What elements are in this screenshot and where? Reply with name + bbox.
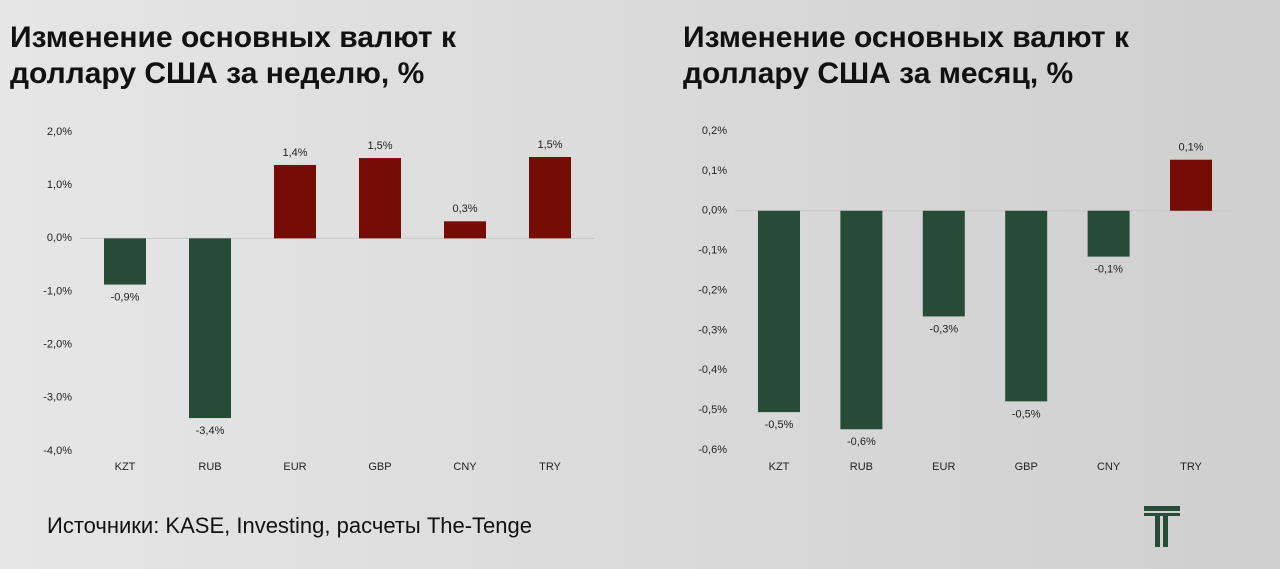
x-tick-label: TRY [1180, 461, 1202, 473]
x-tick-label: EUR [932, 461, 955, 473]
x-tick-label: CNY [453, 461, 477, 473]
data-label: -3,4% [196, 425, 225, 437]
bar [444, 221, 486, 239]
y-tick-label: -3,0% [43, 392, 72, 404]
x-tick-label: KZT [115, 461, 136, 473]
data-label: -0,6% [847, 436, 876, 448]
data-label: -0,3% [929, 323, 958, 335]
data-label: -0,9% [111, 291, 140, 303]
data-label: -0,5% [765, 419, 794, 431]
bar [922, 210, 965, 317]
y-tick-label: 0,1% [702, 165, 727, 177]
x-tick-label: RUB [850, 461, 873, 473]
y-tick-label: -0,5% [698, 404, 727, 416]
x-tick-label: GBP [1015, 461, 1038, 473]
y-tick-label: 0,0% [702, 205, 727, 217]
y-tick-label: -0,4% [698, 364, 727, 376]
x-tick-label: CNY [1097, 461, 1121, 473]
bar [529, 156, 571, 239]
x-tick-label: TRY [539, 461, 561, 473]
x-tick-label: EUR [283, 461, 306, 473]
y-tick-label: 0,2% [702, 125, 727, 137]
chart-title: Изменение основных валют к доллару США з… [10, 21, 456, 90]
source-note: Источники: KASE, Investing, расчеты The-… [47, 513, 532, 538]
y-tick-label: 2,0% [47, 126, 72, 138]
x-tick-label: GBP [368, 461, 391, 473]
bar [1087, 210, 1130, 257]
bar [104, 238, 146, 285]
bar [758, 210, 800, 413]
data-label: 1,5% [537, 139, 562, 151]
chart-title: Изменение основных валют к доллару США з… [683, 21, 1129, 90]
data-label: -0,5% [1012, 408, 1041, 420]
bar [840, 210, 883, 430]
bar [1170, 159, 1212, 211]
data-label: 0,1% [1178, 142, 1203, 154]
y-tick-label: -2,0% [43, 339, 72, 351]
y-tick-label: -0,6% [698, 444, 727, 456]
y-tick-label: -0,1% [698, 245, 727, 257]
y-tick-label: -0,3% [698, 324, 727, 336]
bar [359, 158, 401, 239]
bar [189, 238, 231, 419]
bar [274, 164, 316, 239]
x-tick-label: RUB [198, 461, 221, 473]
y-tick-label: -4,0% [43, 445, 72, 457]
data-label: 0,3% [452, 203, 477, 215]
data-label: 1,5% [367, 140, 392, 152]
y-tick-label: 0,0% [47, 232, 72, 244]
y-tick-label: -0,2% [698, 284, 727, 296]
logo [1144, 506, 1180, 547]
data-label: 1,4% [282, 147, 307, 159]
bar [1005, 210, 1048, 402]
y-tick-label: 1,0% [47, 179, 72, 191]
y-tick-label: -1,0% [43, 285, 72, 297]
data-label: -0,1% [1094, 264, 1123, 276]
x-tick-label: KZT [769, 461, 790, 473]
